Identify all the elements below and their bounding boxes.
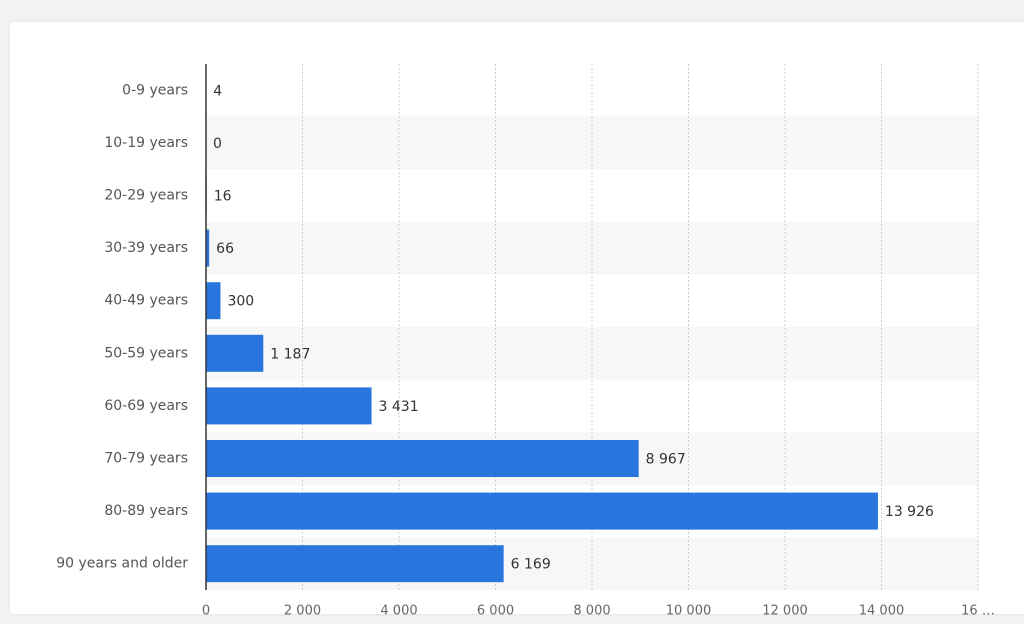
x-tick-label: 10 000 [666, 604, 712, 619]
x-tick-label: 2 000 [284, 604, 321, 619]
value-label: 13 926 [885, 504, 934, 520]
value-label: 4 [213, 83, 222, 99]
bar [206, 545, 504, 583]
category-label: 80-89 years [104, 503, 188, 519]
x-tick-label: 8 000 [573, 604, 610, 619]
value-label: 66 [216, 241, 234, 257]
value-label: 0 [213, 136, 222, 152]
category-label: 30-39 years [104, 240, 188, 256]
bar [206, 492, 878, 530]
x-tick-label: 14 000 [859, 604, 905, 619]
category-label: 50-59 years [104, 345, 188, 361]
value-label: 1 187 [270, 346, 310, 362]
category-label: 90 years and older [56, 556, 188, 572]
value-label: 300 [227, 294, 254, 310]
x-tick-label: 0 [202, 604, 210, 619]
bar [206, 229, 210, 267]
category-label: 60-69 years [104, 398, 188, 414]
value-label: 3 431 [379, 399, 419, 415]
bar [206, 387, 372, 425]
category-label: 10-19 years [104, 135, 188, 151]
x-tick-label: 4 000 [380, 604, 417, 619]
category-label: 70-79 years [104, 451, 188, 467]
bar [206, 440, 639, 477]
x-tick-label: 6 000 [477, 604, 514, 619]
value-label: 8 967 [646, 452, 686, 468]
bar [206, 282, 221, 320]
category-label: 40-49 years [104, 293, 188, 309]
x-tick-label: 12 000 [762, 604, 808, 619]
category-label: 20-29 years [104, 188, 188, 204]
bar [206, 334, 264, 372]
value-label: 6 169 [511, 557, 551, 573]
value-label: 16 [214, 189, 232, 205]
category-label: 0-9 years [122, 82, 188, 98]
x-tick-label: 16 … [961, 604, 995, 619]
